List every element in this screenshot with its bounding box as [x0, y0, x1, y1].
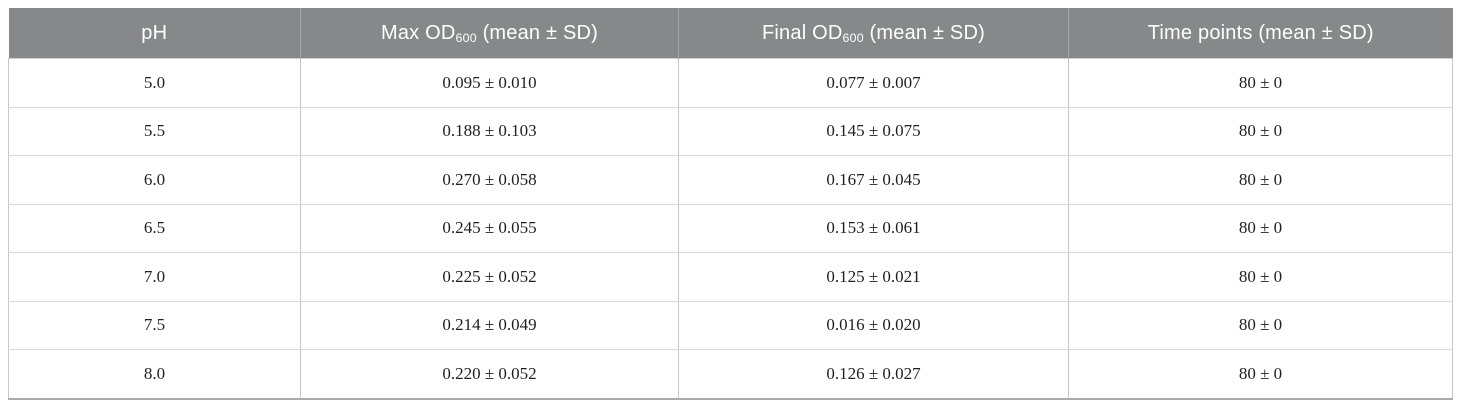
- cell-ph: 6.0: [8, 155, 301, 205]
- table-row: 7.0 0.225 ± 0.052 0.125 ± 0.021 80 ± 0: [8, 252, 1453, 302]
- cell-max-od: 0.220 ± 0.052: [300, 349, 679, 399]
- table-row: 7.5 0.214 ± 0.049 0.016 ± 0.020 80 ± 0: [8, 300, 1453, 350]
- table-body: 5.0 0.095 ± 0.010 0.077 ± 0.007 80 ± 0 5…: [8, 58, 1453, 399]
- table-row: 8.0 0.220 ± 0.052 0.126 ± 0.027 80 ± 0: [8, 349, 1453, 399]
- header-label-max-od-suffix: (mean ± SD): [476, 21, 598, 44]
- header-label-final-od-prefix: Final OD: [762, 21, 843, 44]
- header-cell-max-od: Max OD600 (mean ± SD): [300, 8, 679, 59]
- cell-time-points: 80 ± 0: [1068, 203, 1453, 253]
- cell-time-points: 80 ± 0: [1068, 349, 1453, 399]
- cell-ph: 5.5: [8, 106, 301, 156]
- cell-ph: 7.5: [8, 300, 301, 350]
- cell-final-od: 0.126 ± 0.027: [678, 349, 1069, 399]
- cell-max-od: 0.270 ± 0.058: [300, 155, 679, 205]
- cell-time-points: 80 ± 0: [1068, 58, 1453, 108]
- cell-ph: 8.0: [8, 349, 301, 399]
- cell-max-od: 0.214 ± 0.049: [300, 300, 679, 350]
- header-label-final-od-subscript: 600: [842, 30, 864, 45]
- cell-max-od: 0.095 ± 0.010: [300, 58, 679, 108]
- cell-max-od: 0.245 ± 0.055: [300, 203, 679, 253]
- header-cell-ph: pH: [8, 8, 301, 59]
- cell-final-od: 0.125 ± 0.021: [678, 252, 1069, 302]
- ph-growth-table: pH Max OD600 (mean ± SD) Final OD600 (me…: [8, 8, 1453, 400]
- cell-max-od: 0.188 ± 0.103: [300, 106, 679, 156]
- cell-max-od: 0.225 ± 0.052: [300, 252, 679, 302]
- cell-final-od: 0.016 ± 0.020: [678, 300, 1069, 350]
- table-row: 6.0 0.270 ± 0.058 0.167 ± 0.045 80 ± 0: [8, 155, 1453, 205]
- cell-ph: 7.0: [8, 252, 301, 302]
- cell-time-points: 80 ± 0: [1068, 106, 1453, 156]
- table-row: 5.0 0.095 ± 0.010 0.077 ± 0.007 80 ± 0: [8, 58, 1453, 108]
- cell-time-points: 80 ± 0: [1068, 300, 1453, 350]
- cell-time-points: 80 ± 0: [1068, 155, 1453, 205]
- header-cell-time-points: Time points (mean ± SD): [1068, 8, 1453, 59]
- cell-final-od: 0.153 ± 0.061: [678, 203, 1069, 253]
- cell-ph: 5.0: [8, 58, 301, 108]
- cell-final-od: 0.167 ± 0.045: [678, 155, 1069, 205]
- cell-ph: 6.5: [8, 203, 301, 253]
- table-row: 6.5 0.245 ± 0.055 0.153 ± 0.061 80 ± 0: [8, 203, 1453, 253]
- cell-final-od: 0.145 ± 0.075: [678, 106, 1069, 156]
- header-cell-final-od: Final OD600 (mean ± SD): [678, 8, 1069, 59]
- header-label-max-od-subscript: 600: [455, 30, 477, 45]
- header-label-final-od-suffix: (mean ± SD): [863, 21, 985, 44]
- header-label-ph: pH: [141, 21, 168, 44]
- table-row: 5.5 0.188 ± 0.103 0.145 ± 0.075 80 ± 0: [8, 106, 1453, 156]
- header-label-time-points: Time points (mean ± SD): [1147, 21, 1374, 44]
- header-row: pH Max OD600 (mean ± SD) Final OD600 (me…: [8, 8, 1453, 59]
- cell-final-od: 0.077 ± 0.007: [678, 58, 1069, 108]
- header-label-max-od-prefix: Max OD: [380, 21, 456, 44]
- cell-time-points: 80 ± 0: [1068, 252, 1453, 302]
- table-header: pH Max OD600 (mean ± SD) Final OD600 (me…: [8, 8, 1453, 59]
